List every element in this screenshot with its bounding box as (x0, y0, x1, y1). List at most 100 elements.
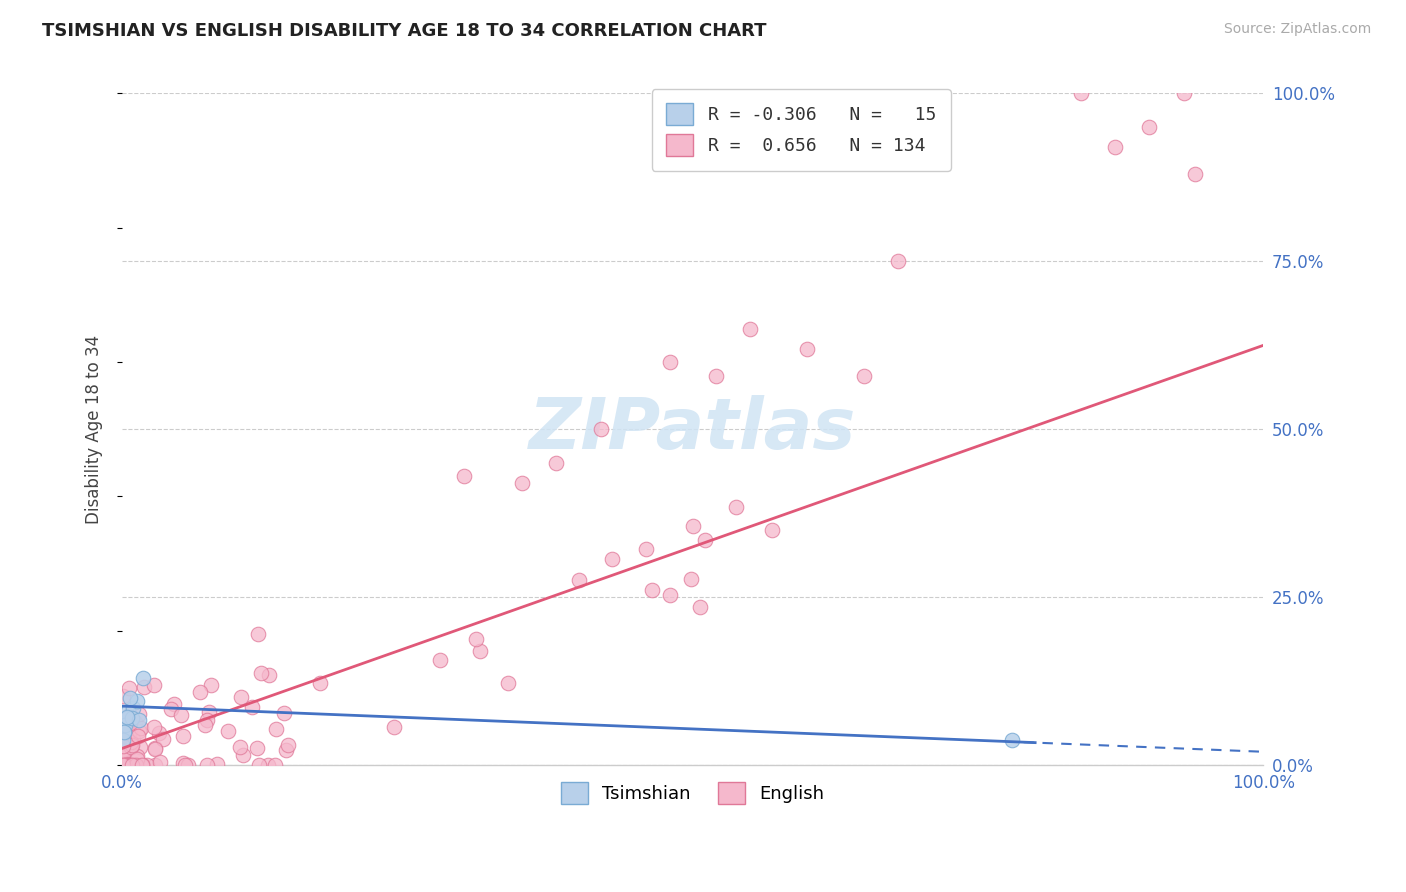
Point (112, 758, 135, 772)
Point (738, 321, 761, 335)
Point (232, 748, 254, 763)
Point (194, 718, 217, 732)
Point (217, 724, 239, 739)
Point (114, 758, 136, 772)
Point (121, 711, 143, 725)
Point (118, 716, 141, 731)
Point (120, 735, 142, 749)
Point (131, 758, 153, 772)
Point (136, 758, 159, 772)
Point (257, 667, 280, 681)
Point (112, 739, 135, 753)
Point (160, 702, 183, 716)
Point (128, 707, 150, 722)
Point (641, 583, 664, 598)
Point (143, 741, 166, 756)
Text: Source: ZipAtlas.com: Source: ZipAtlas.com (1223, 22, 1371, 37)
Point (125, 752, 148, 766)
Point (115, 710, 138, 724)
Point (117, 758, 139, 772)
Point (658, 355, 681, 369)
Point (704, 368, 727, 383)
Point (143, 678, 166, 692)
Point (172, 756, 194, 770)
Point (195, 758, 218, 772)
Point (121, 758, 143, 772)
Point (152, 732, 174, 747)
Point (200, 677, 222, 691)
Point (118, 681, 141, 695)
Point (496, 676, 519, 690)
Point (114, 758, 136, 772)
Point (143, 741, 166, 756)
Point (544, 456, 567, 470)
Point (120, 758, 142, 772)
Point (682, 518, 704, 533)
Point (115, 756, 138, 770)
Point (658, 153, 681, 168)
Point (120, 739, 142, 754)
Point (121, 738, 143, 752)
Point (143, 758, 166, 772)
Point (124, 714, 146, 729)
Point (125, 694, 148, 708)
Point (122, 701, 145, 715)
Point (177, 758, 200, 772)
Point (117, 758, 139, 772)
Point (112, 724, 135, 739)
Point (112, 758, 135, 772)
Point (121, 758, 143, 772)
Point (309, 676, 332, 690)
Text: TSIMSHIAN VS ENGLISH DISABILITY AGE 18 TO 34 CORRELATION CHART: TSIMSHIAN VS ENGLISH DISABILITY AGE 18 T… (42, 22, 766, 40)
Point (174, 758, 197, 772)
Point (567, 573, 589, 587)
Point (249, 665, 271, 680)
Point (231, 690, 253, 705)
Point (229, 740, 252, 755)
Point (693, 533, 716, 548)
Legend: Tsimshian, English: Tsimshian, English (553, 773, 834, 814)
Point (118, 758, 141, 772)
Point (1173, 87, 1195, 101)
Point (198, 705, 221, 719)
Point (122, 758, 145, 772)
Point (205, 757, 228, 772)
Point (131, 758, 153, 772)
Point (724, 500, 747, 515)
Point (277, 738, 299, 752)
Point (796, 342, 818, 356)
Point (163, 697, 186, 711)
Point (246, 740, 269, 755)
Point (429, 653, 451, 667)
Point (131, 671, 153, 685)
Point (600, 552, 623, 566)
Point (125, 758, 148, 772)
Point (591, 422, 613, 436)
Point (1001, 732, 1024, 747)
Point (264, 758, 287, 772)
Point (470, 644, 492, 658)
Point (887, 254, 910, 268)
Point (510, 476, 533, 491)
Point (115, 758, 138, 772)
Y-axis label: Disability Age 18 to 34: Disability Age 18 to 34 (86, 334, 103, 524)
Point (117, 758, 139, 772)
Point (264, 722, 287, 736)
Point (117, 758, 139, 772)
Point (247, 758, 270, 772)
Point (117, 705, 139, 719)
Point (453, 469, 475, 483)
Point (118, 691, 141, 706)
Point (172, 729, 194, 743)
Point (382, 720, 405, 734)
Point (112, 743, 135, 757)
Point (659, 588, 682, 602)
Point (115, 731, 138, 745)
Point (122, 758, 145, 772)
Point (128, 723, 150, 738)
Point (149, 756, 172, 770)
Point (112, 732, 135, 747)
Point (1104, 140, 1126, 154)
Point (129, 721, 152, 735)
Point (112, 750, 135, 764)
